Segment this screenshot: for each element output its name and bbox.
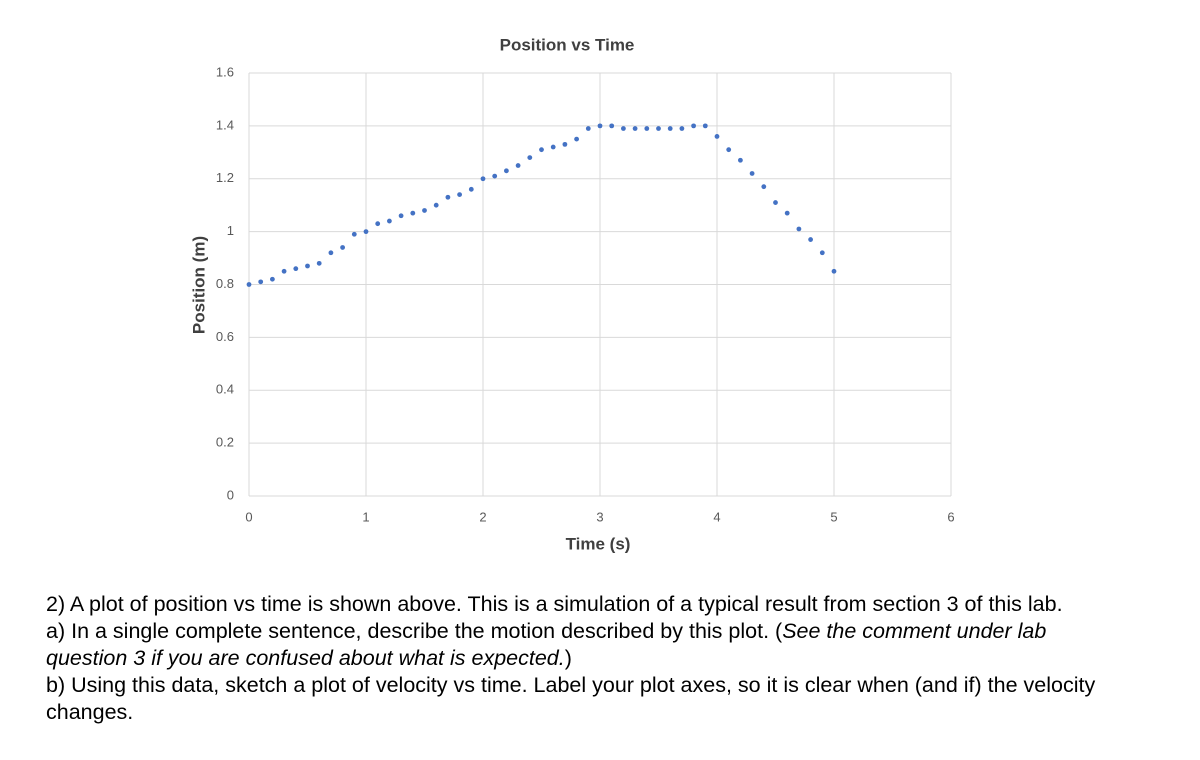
point [656,126,661,131]
point [831,268,837,274]
point [375,221,381,227]
point [246,282,252,287]
point [539,147,544,153]
y-tick-label: 1.6 [216,64,234,79]
y-tick-label: 0.4 [216,382,234,397]
point [480,176,486,182]
x-tick-label: 1 [362,509,369,524]
point [562,141,568,147]
point [422,208,427,213]
point [796,226,802,232]
point [363,229,369,235]
y-tick-label: 0.8 [216,276,234,291]
y-tick-label: 1.4 [216,117,234,132]
x-axis-label: Time (s) [566,534,631,553]
chart-title: Position vs Time [500,35,635,54]
point [351,231,357,237]
point [305,263,310,269]
point [387,218,392,224]
chart: Position vs Time Time (s) Position (m) 0… [189,35,954,553]
point [293,266,299,272]
point [621,126,626,131]
point [492,173,498,179]
point [726,147,732,153]
point [398,213,404,219]
y-tick-label: 0.2 [216,435,234,450]
point [679,126,685,131]
point [784,210,790,216]
point [702,123,708,129]
point [808,237,813,242]
y-axis-label: Position (m) [189,236,208,334]
point [597,123,603,129]
y-tick-label: 1 [227,223,234,238]
x-tick-label: 0 [245,509,252,524]
question-part-a: a) In a single complete sentence, descri… [46,618,1096,672]
point [714,134,720,139]
point [281,268,287,274]
point [773,200,778,205]
x-tick-label: 5 [830,509,837,524]
point [328,250,334,256]
point [550,144,556,150]
point [527,155,533,161]
point [457,192,462,198]
x-tick-label: 6 [947,509,954,524]
point [632,126,638,131]
point [585,126,591,131]
text: a) In a single complete sentence, descri… [46,619,783,643]
point [468,186,474,192]
question-intro: 2) A plot of position vs time is shown a… [46,592,1063,616]
point [609,123,615,129]
point [270,276,275,282]
point [445,194,451,200]
point [515,163,521,168]
point [316,260,322,266]
question-part-b: b) Using this data, sketch a plot of vel… [46,673,1096,724]
point [574,136,579,142]
x-tick-label: 4 [713,509,720,524]
y-tick-label: 1.2 [216,170,234,185]
y-tick-label: 0.6 [216,329,234,344]
point [749,171,755,176]
point [667,126,673,131]
x-tick-label: 2 [479,509,486,524]
point [819,250,825,256]
point [340,245,345,250]
x-tick-label: 3 [596,509,603,524]
point [691,123,696,129]
point [738,157,743,163]
text: ) [564,646,572,670]
italic-text: See the comment under lab question 3 if … [46,619,1047,670]
point [644,126,650,131]
y-tick-label: 0 [227,487,234,502]
question: 2) A plot of position vs time is shown a… [46,591,1096,726]
point [258,279,264,285]
point [410,210,416,216]
point [504,168,509,174]
point [761,184,767,190]
point [433,202,439,208]
